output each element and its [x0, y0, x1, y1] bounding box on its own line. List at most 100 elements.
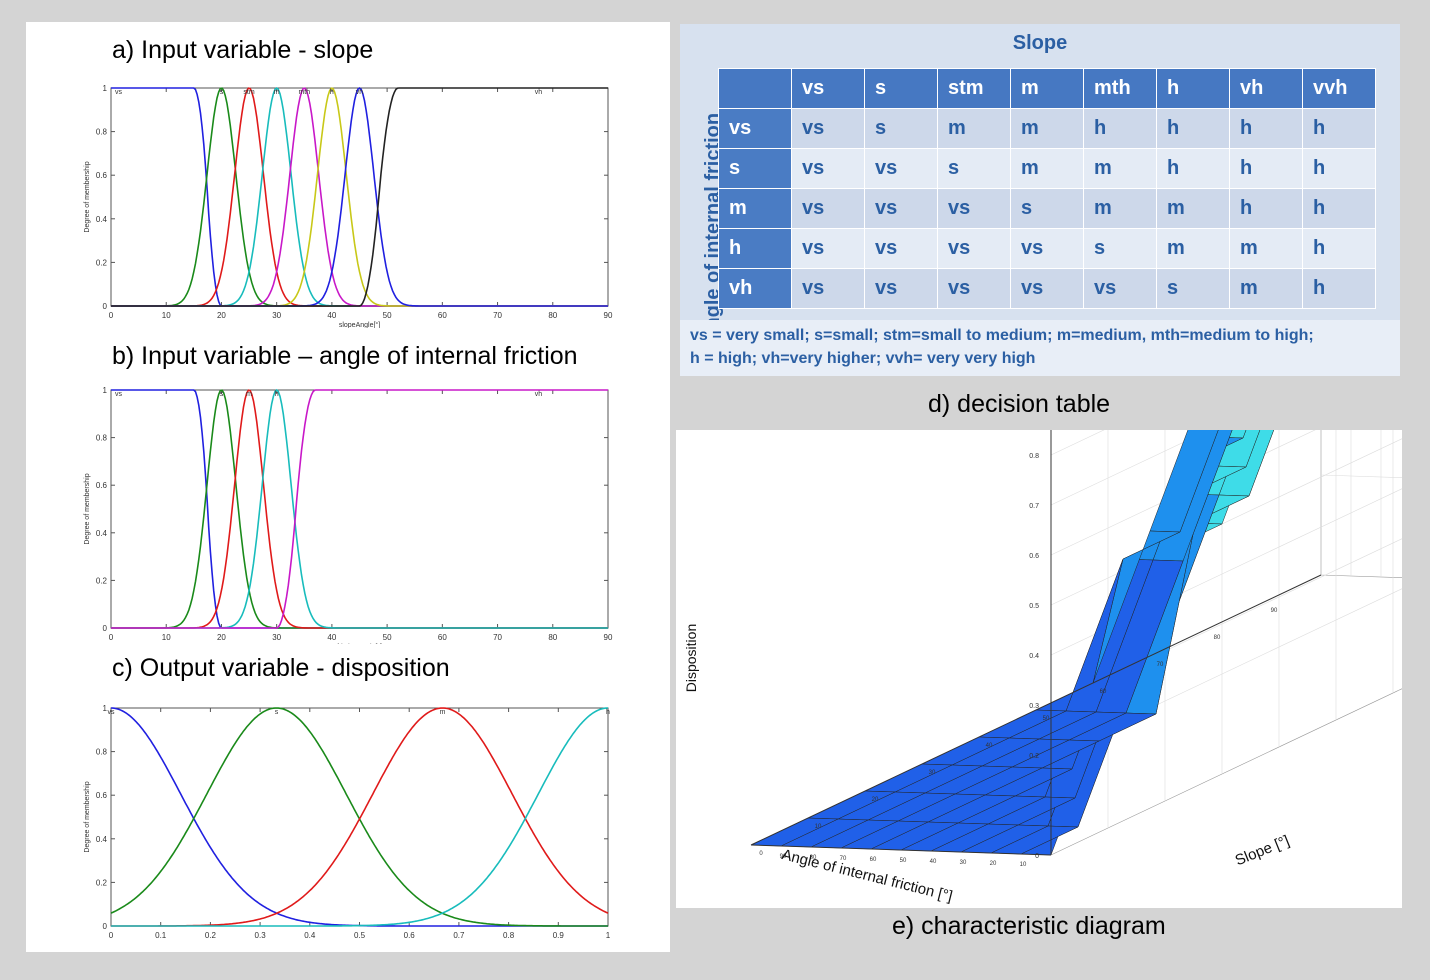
y-tick-label: 30: [929, 770, 936, 776]
z-tick-label: 0.7: [1029, 503, 1039, 510]
y-tick-label: 0: [103, 302, 108, 311]
y-axis-line: [750, 574, 1322, 846]
table-cell: vs: [791, 228, 865, 269]
x-tick-label: 0.8: [503, 931, 515, 938]
x-tick-label: 30: [960, 860, 967, 866]
column-header: mth: [1083, 68, 1157, 109]
z-tick-label: 0.3: [1029, 703, 1039, 710]
y-tick-label: 0.4: [96, 529, 108, 538]
y-tick-label: 0.4: [96, 835, 108, 844]
x-axis-line: [750, 844, 1052, 856]
title-slope-variable: a) Input variable - slope: [112, 36, 374, 64]
y-tick-label: 1: [103, 704, 108, 713]
table-cell: s: [937, 148, 1011, 189]
decision-table-title: Slope: [1012, 32, 1068, 54]
x-tick-label: 0: [109, 633, 114, 642]
table-corner: [718, 68, 792, 109]
x-tick-label: 60: [438, 311, 447, 320]
table-cell: h: [1229, 148, 1303, 189]
row-header: h: [718, 228, 792, 269]
slope-membership-chart: 00.20.40.60.810 10 20 30 40 50 60 70 80 90slopeAn…: [84, 84, 613, 328]
series-label: m: [246, 391, 252, 398]
x-tick-label: 1: [606, 931, 611, 938]
table-cell: vs: [791, 108, 865, 149]
x-tick-label: 80: [548, 633, 557, 642]
x-tick-label: 0.6: [404, 931, 416, 938]
caption-decision-table: d) decision table: [928, 390, 1111, 418]
y-tick-label: 0.6: [96, 481, 108, 490]
x-tick-label: 90: [780, 854, 787, 860]
series-label: vh: [535, 391, 543, 398]
series-label: s: [220, 89, 224, 96]
x-tick-label: 0.9: [553, 931, 565, 938]
series-label: h: [330, 89, 334, 96]
x-tick-label: 90: [604, 311, 613, 320]
x-tick-label: 60: [870, 857, 877, 863]
table-cell: vs: [864, 188, 938, 229]
table-cell: m: [937, 108, 1011, 149]
y-tick-label: 0.2: [96, 576, 108, 585]
table-cell: m: [1229, 228, 1303, 269]
y-tick-label: 80: [1214, 635, 1221, 641]
row-header: s: [718, 148, 792, 189]
x-tick-label: 50: [383, 633, 392, 642]
y-tick-label: 0: [103, 922, 108, 931]
back-wall-right: [1320, 99, 1430, 579]
table-cell: h: [1156, 148, 1230, 189]
row-header: vs: [718, 108, 792, 149]
y-tick-label: 70: [1157, 662, 1164, 668]
table-cell: vs: [937, 228, 1011, 269]
x-tick-label: 0: [109, 311, 114, 320]
table-cell: s: [1156, 268, 1230, 309]
column-header: stm: [937, 68, 1011, 109]
y-tick-label: 1: [103, 84, 108, 93]
legend-line-1: vs = very small; s=small; stm=small to m…: [690, 327, 1314, 344]
column-header: s: [864, 68, 938, 109]
series-label: vs: [115, 391, 123, 398]
table-row: m vs vs vs s m m h h: [718, 188, 1376, 229]
x-tick-label: 80: [548, 311, 557, 320]
title-disposition-variable: c) Output variable - disposition: [112, 654, 450, 682]
z-tick-label: 0.2: [1029, 753, 1039, 760]
x-tick-label: 80: [810, 855, 817, 861]
series-label: s: [220, 391, 224, 398]
y-tick-label: 0.8: [96, 128, 108, 137]
series-label: stm: [243, 89, 254, 96]
x-tick-label: 10: [1020, 862, 1027, 868]
column-header: vs: [791, 68, 865, 109]
table-cell: h: [1302, 148, 1376, 189]
z-tick-label: 0.4: [1029, 653, 1039, 660]
membership-curve: [111, 389, 608, 629]
series-label: h: [606, 709, 610, 716]
z-tick-label: 0: [1035, 853, 1039, 860]
y-tick-label: 0.6: [96, 171, 108, 180]
x-tick-label: 40: [327, 633, 336, 642]
table-cell: h: [1229, 108, 1303, 149]
series-label: mth: [298, 89, 310, 96]
z-tick-label: 0.6: [1029, 553, 1039, 560]
caption-characteristic-diagram: e) characteristic diagram: [892, 912, 1166, 940]
decision-table: vs s stm m mth h vh vvh vs vs s m m h h h h s vs vs s m m h h h m v…: [718, 68, 1376, 309]
y-tick-label: 0.8: [96, 434, 108, 443]
x-tick-label: 0.2: [205, 931, 217, 938]
x-tick-label: 70: [493, 311, 502, 320]
x-tick-label: 0.5: [354, 931, 366, 938]
x-axis-label: Angle of internal friction [°]: [780, 846, 954, 905]
x-tick-label: 0: [109, 931, 114, 938]
y-tick-label: 0.6: [96, 791, 108, 800]
legend-line-2: h = high; vh=very higher; vvh= very very…: [690, 350, 1036, 367]
table-cell: s: [864, 108, 938, 149]
table-cell: vs: [791, 148, 865, 189]
table-cell: m: [1010, 148, 1084, 189]
table-row: vh vs vs vs vs vs s m h: [718, 268, 1376, 309]
x-tick-label: 30: [272, 311, 281, 320]
y-axis-label: Slope [°]: [1233, 832, 1292, 869]
table-row: s vs vs s m m h h h: [718, 148, 1376, 189]
table-cell: vs: [791, 188, 865, 229]
table-cell: m: [1083, 148, 1157, 189]
y-tick-label: 0: [103, 624, 108, 633]
disposition-membership-chart: 0 0.2 0.4 0.6 0.8 1 0 0.1 0.2 0.3 0.4 0.5 0.6 0.7 0.8 0…: [84, 704, 611, 938]
y-tick-label: 0.2: [96, 258, 108, 267]
table-cell: vs: [1083, 268, 1157, 309]
title-friction-variable: b) Input variable – angle of internal fr…: [112, 342, 578, 370]
